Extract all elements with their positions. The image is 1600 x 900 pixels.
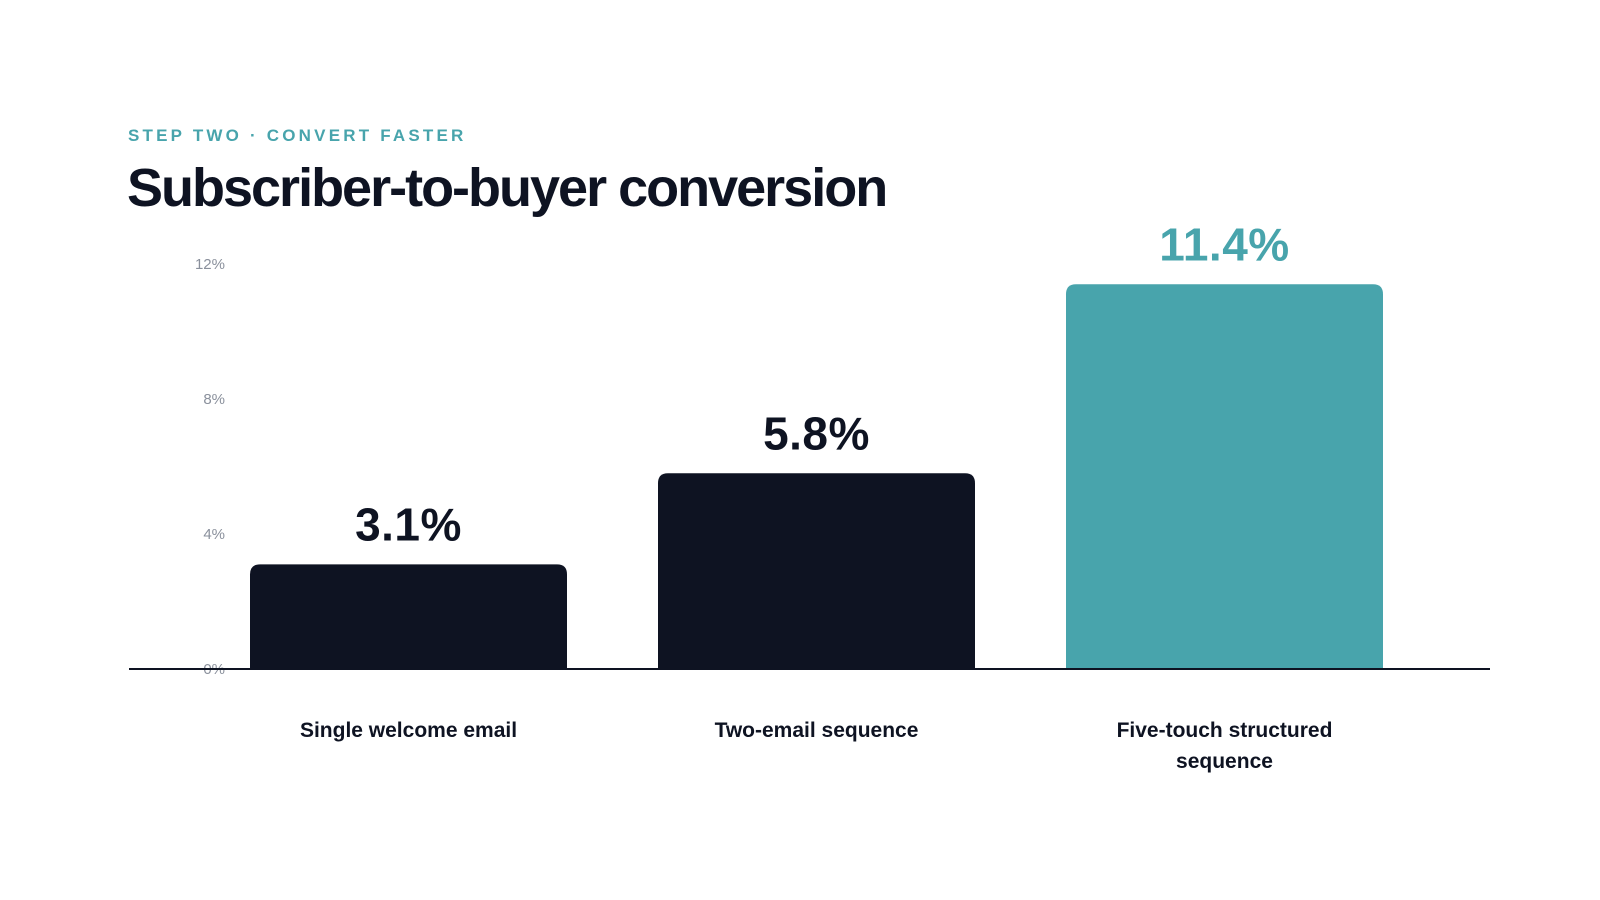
x-tick-label: Single welcome email — [299, 719, 518, 742]
x-tick-label: Five-touch structured sequence — [1116, 719, 1333, 773]
bars — [250, 284, 1383, 669]
y-tick-label: 12% — [195, 256, 225, 273]
bar-value-label: 5.8% — [763, 407, 870, 459]
bar — [250, 564, 567, 669]
bar — [1066, 284, 1383, 669]
bar-value-label: 3.1% — [355, 498, 462, 550]
y-tick-label: 4% — [203, 526, 225, 543]
value-labels: 3.1% 5.8% 11.4% — [355, 218, 1289, 550]
bar-value-label: 11.4% — [1159, 218, 1289, 270]
y-axis-ticks: 0%4%8%12% — [195, 256, 225, 678]
eyebrow: STEP TWO · CONVERT FASTER — [128, 126, 467, 145]
x-tick-label: Two-email sequence — [714, 719, 919, 742]
y-tick-label: 8% — [203, 391, 225, 408]
bar — [658, 473, 975, 669]
page-title: Subscriber-to-buyer conversion — [127, 158, 888, 218]
